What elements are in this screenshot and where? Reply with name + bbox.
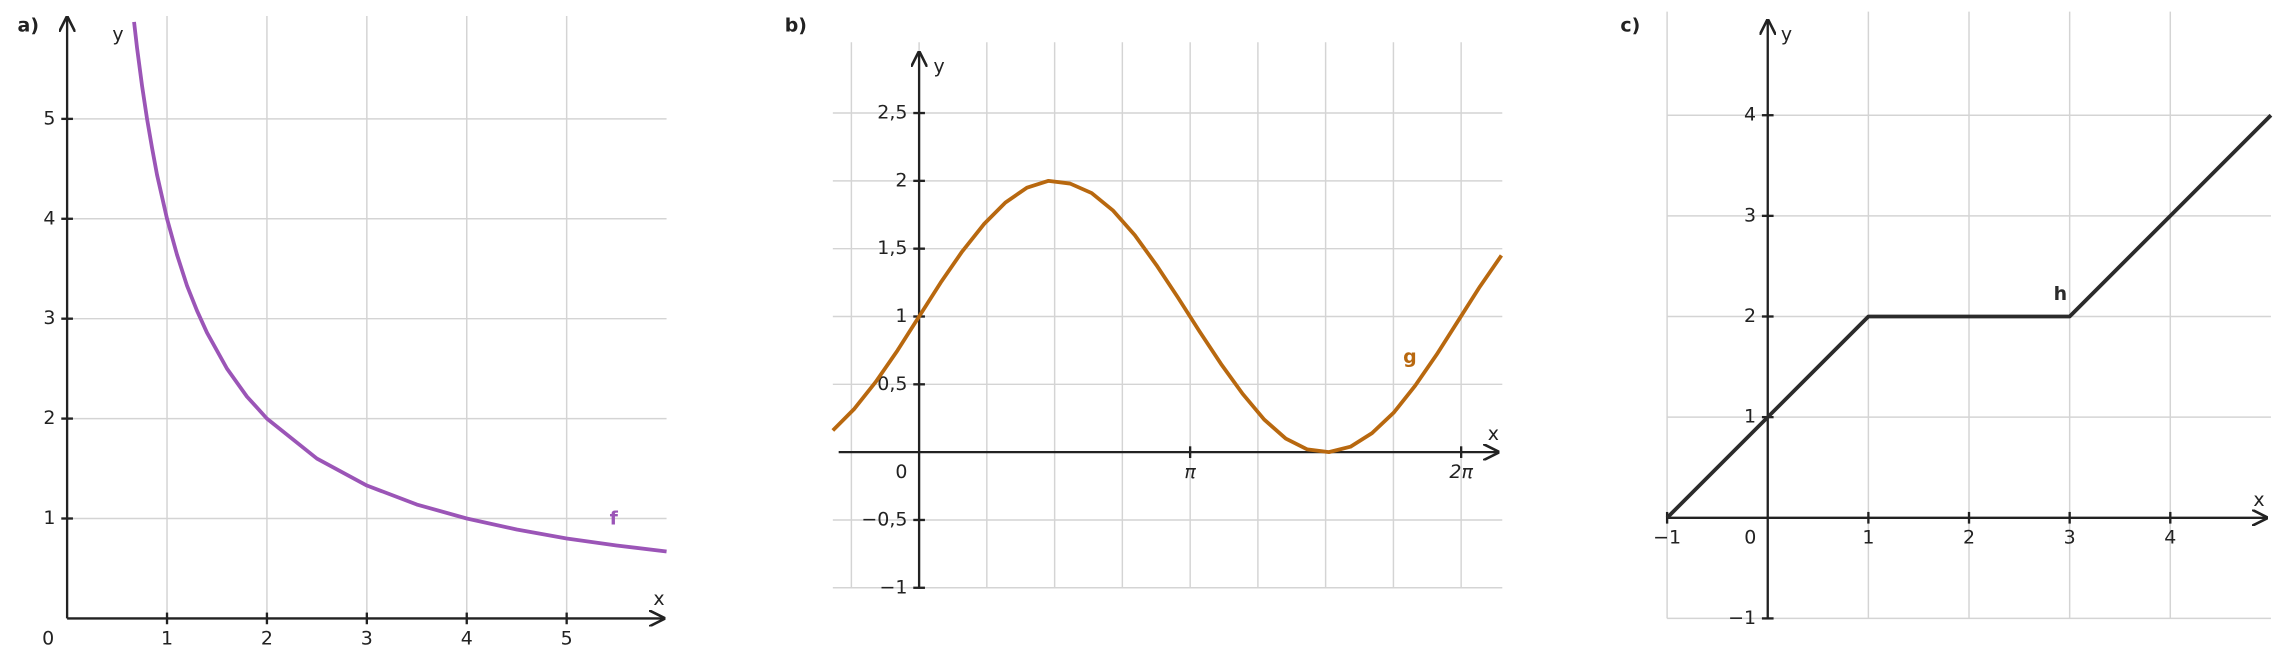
y-tick-label: 1	[1744, 406, 1756, 428]
x-tick-label: 3	[2064, 527, 2076, 549]
panel-label: c)	[1620, 15, 1640, 37]
y-tick-label: 2,5	[877, 102, 907, 124]
curve-label: g	[1403, 346, 1417, 368]
origin-label: 0	[1744, 527, 1756, 549]
y-tick-label: 3	[43, 307, 55, 329]
y-tick-label: 1	[895, 305, 907, 327]
y-tick-label: −0,5	[861, 508, 907, 530]
origin-label: 0	[42, 627, 54, 649]
x-tick-label: −1	[1653, 527, 1681, 549]
x-tick-label: 2	[261, 627, 273, 649]
function-curve	[132, 21, 667, 554]
y-axis-label: y	[933, 56, 944, 78]
x-tick-label: 4	[461, 627, 473, 649]
panel-label: a)	[18, 15, 39, 37]
x-tick-label: 2π	[1449, 461, 1473, 483]
x-tick-label: 5	[561, 627, 573, 649]
x-axis-label: x	[1488, 423, 1499, 445]
origin-label: 0	[895, 461, 907, 483]
y-tick-label: 4	[43, 207, 55, 229]
y-tick-label: 1	[43, 507, 55, 529]
panel-label: b)	[785, 15, 807, 37]
curve-label: h	[2054, 283, 2068, 305]
y-axis-label: y	[1781, 24, 1792, 46]
y-tick-label: −1	[879, 576, 907, 598]
y-tick-label: 5	[43, 107, 55, 129]
function-curve	[831, 178, 1503, 455]
x-axis-label: x	[653, 588, 664, 610]
x-tick-label: π	[1184, 461, 1196, 483]
y-tick-label: 4	[1744, 104, 1756, 126]
x-tick-label: 1	[161, 627, 173, 649]
function-curve	[1665, 113, 2273, 520]
y-axis-label: y	[112, 24, 123, 46]
x-tick-label: 1	[1862, 527, 1874, 549]
y-tick-label: 2	[1744, 305, 1756, 327]
y-tick-label: 3	[1744, 204, 1756, 226]
x-tick-label: 2	[1963, 527, 1975, 549]
curve-label: f	[610, 508, 619, 530]
x-tick-label: 3	[361, 627, 373, 649]
x-axis-label: x	[2253, 489, 2264, 511]
y-tick-label: 0,5	[877, 373, 907, 395]
y-tick-label: 2	[895, 169, 907, 191]
x-tick-label: 4	[2164, 527, 2176, 549]
y-tick-label: 1,5	[877, 237, 907, 259]
y-tick-label: 2	[43, 407, 55, 429]
y-tick-label: −1	[1728, 607, 1756, 629]
